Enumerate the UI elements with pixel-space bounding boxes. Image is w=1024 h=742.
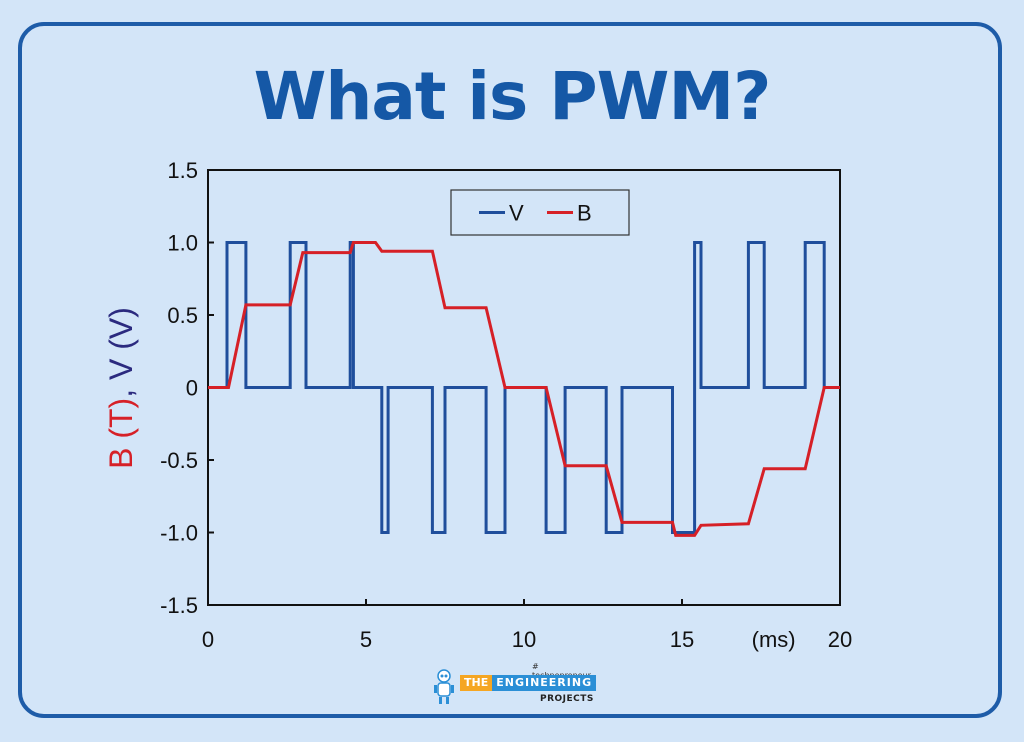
legend-label-v: V [509, 201, 524, 226]
x-tick-label: 20 [828, 627, 852, 652]
x-unit-label: (ms) [752, 627, 796, 652]
x-tick-label: 5 [360, 627, 372, 652]
y-tick-label: 1.5 [167, 158, 198, 183]
y-axis-label-part: B (T) [103, 398, 139, 469]
brand-word-the: THE [460, 675, 493, 691]
y-tick-label: -1.0 [160, 521, 198, 546]
series-line-b [208, 241, 840, 537]
page-title: What is PWM? [253, 58, 772, 135]
brand-word-engineering: ENGINEERING [492, 675, 597, 691]
y-tick-label: 0.5 [167, 303, 198, 328]
brand-wordmark: THE ENGINEERING [460, 675, 597, 691]
series-line-v [208, 241, 840, 534]
y-axis-label: B (T), V (V) [103, 307, 139, 469]
y-tick-label: -1.5 [160, 593, 198, 618]
y-tick-label: 1.0 [167, 231, 198, 256]
brand-logo: # technopreneur THE ENGINEERING PROJECTS [430, 662, 600, 708]
y-tick-label: -0.5 [160, 448, 198, 473]
y-axis-label-part: , V (V) [103, 307, 139, 398]
legend-box [450, 189, 630, 236]
x-tick-label: 10 [512, 627, 536, 652]
y-tick-label: 0 [186, 376, 198, 401]
legend-label-b: B [577, 201, 592, 226]
card-frame [18, 22, 1002, 718]
x-tick-label: 15 [670, 627, 694, 652]
robot-mascot-icon [434, 669, 454, 704]
x-tick-label: 0 [202, 627, 214, 652]
brand-word-projects: PROJECTS [540, 694, 594, 704]
